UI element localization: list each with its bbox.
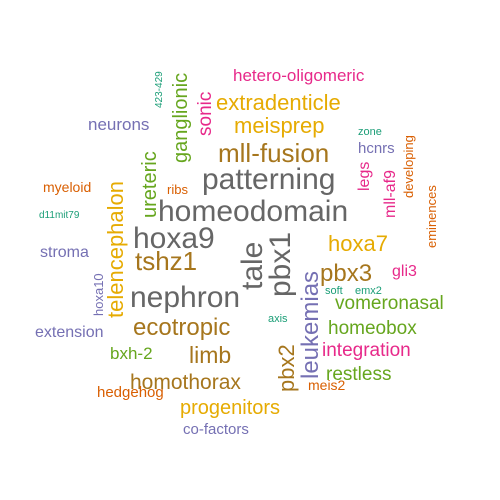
word-restless: restless bbox=[326, 364, 391, 385]
word-meis2: meis2 bbox=[308, 377, 346, 393]
word-homeodomain: homeodomain bbox=[158, 195, 348, 228]
word-d11mit79: d11mit79 bbox=[39, 210, 80, 221]
word-co-factors: co-factors bbox=[183, 421, 249, 438]
word-hoxa7: hoxa7 bbox=[328, 231, 388, 256]
word-pbx3: pbx3 bbox=[320, 260, 372, 287]
word-patterning: patterning bbox=[202, 163, 335, 196]
word-pbx2: pbx2 bbox=[274, 344, 299, 392]
word-emx2: emx2 bbox=[355, 285, 382, 297]
word-homothorax: homothorax bbox=[130, 371, 241, 394]
word-mll-fusion: mll-fusion bbox=[218, 138, 329, 168]
word-423-429: 423-429 bbox=[154, 71, 165, 108]
word-eminences: eminences bbox=[424, 185, 439, 248]
word-nephron: nephron bbox=[130, 281, 240, 314]
word-tshz1: tshz1 bbox=[135, 246, 197, 276]
word-meisprep: meisprep bbox=[234, 113, 324, 138]
word-tale: tale bbox=[236, 242, 269, 290]
word-vomeronasal: vomeronasal bbox=[335, 293, 444, 314]
word-leukemias: leukemias bbox=[297, 271, 324, 379]
word-ecotropic: ecotropic bbox=[133, 314, 230, 341]
word-neurons: neurons bbox=[88, 115, 149, 134]
word-bxh-2: bxh-2 bbox=[110, 344, 153, 363]
word-ureteric: ureteric bbox=[139, 151, 161, 218]
word-progenitors: progenitors bbox=[180, 397, 280, 419]
word-telencephalon: telencephalon bbox=[103, 181, 128, 318]
word-hedgehog: hedgehog bbox=[97, 384, 164, 401]
word-extradenticle: extradenticle bbox=[216, 90, 341, 115]
word-pbx1: pbx1 bbox=[264, 232, 297, 297]
word-gli3: gli3 bbox=[392, 263, 417, 280]
word-soft: soft bbox=[325, 285, 343, 297]
word-zone: zone bbox=[358, 126, 382, 138]
word-axis: axis bbox=[268, 313, 288, 325]
word-hetero-oligomeric: hetero-oligomeric bbox=[233, 66, 365, 85]
word-hoxa9: hoxa9 bbox=[133, 222, 215, 255]
word-ribs: ribs bbox=[167, 182, 188, 197]
word-hcnrs: hcnrs bbox=[358, 140, 395, 157]
word-homeobox: homeobox bbox=[328, 318, 417, 339]
word-myeloid: myeloid bbox=[43, 179, 91, 195]
word-hoxa10: hoxa10 bbox=[91, 273, 106, 316]
word-extension: extension bbox=[35, 324, 104, 341]
word-integration: integration bbox=[322, 340, 411, 361]
word-ganglionic: ganglionic bbox=[170, 73, 192, 163]
word-developing: developing bbox=[401, 135, 416, 198]
word-mll-af9: mll-af9 bbox=[382, 170, 399, 218]
word-sonic: sonic bbox=[195, 92, 216, 136]
word-limb: limb bbox=[189, 342, 231, 368]
word-legs: legs bbox=[356, 162, 373, 191]
word-stroma: stroma bbox=[40, 244, 89, 261]
